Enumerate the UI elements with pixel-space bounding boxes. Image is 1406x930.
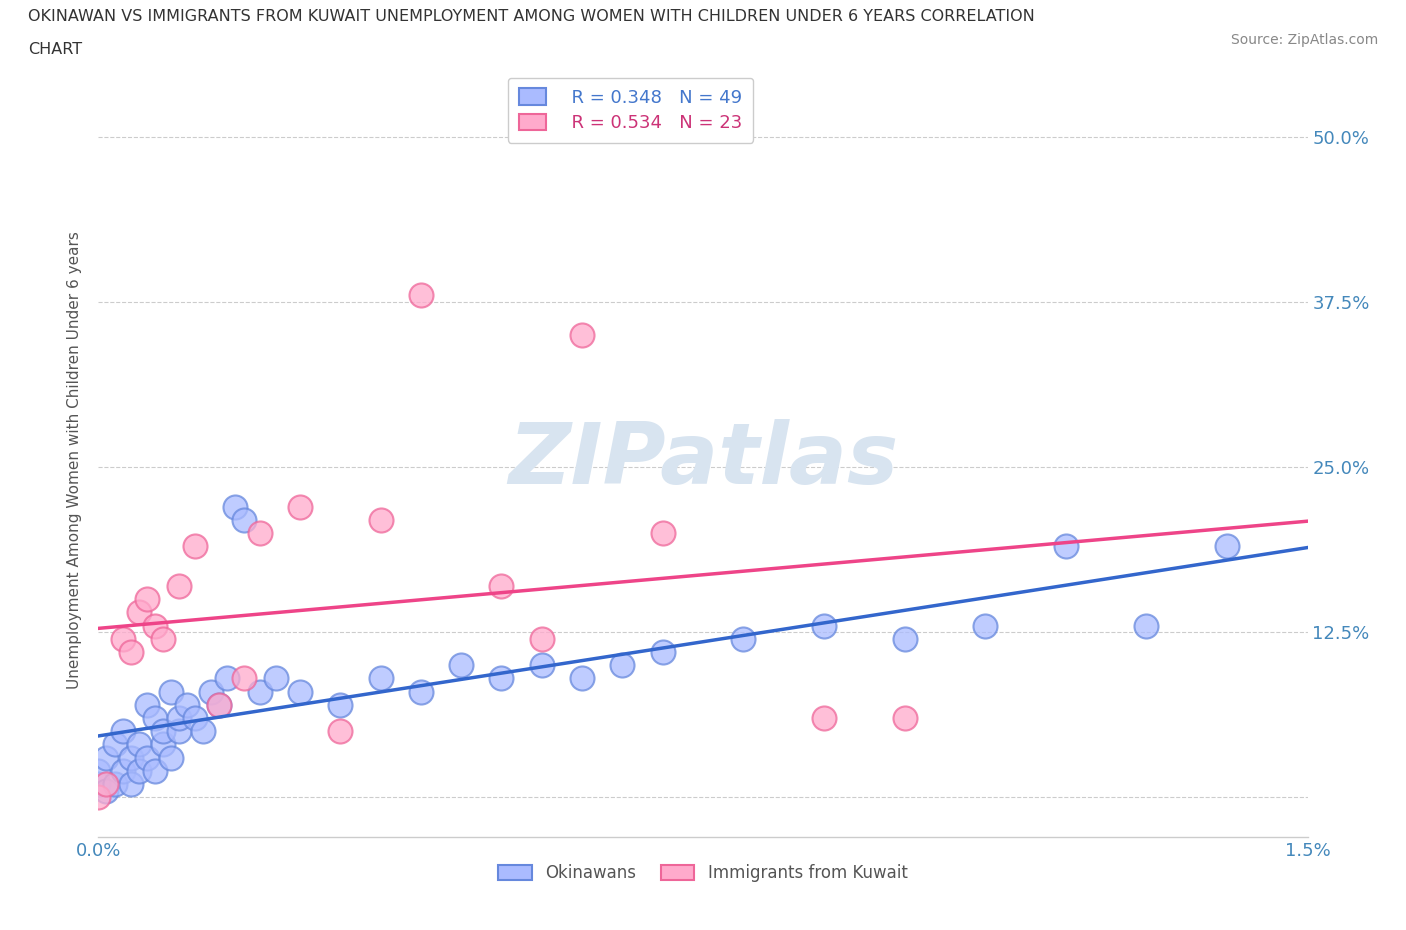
Point bbox=[232, 671, 254, 685]
Point bbox=[813, 711, 835, 725]
Point bbox=[409, 287, 432, 302]
Point bbox=[974, 618, 997, 633]
Point bbox=[143, 711, 166, 725]
Text: CHART: CHART bbox=[28, 42, 82, 57]
Point bbox=[87, 764, 110, 778]
Point bbox=[224, 499, 246, 514]
Point bbox=[217, 671, 239, 685]
Point bbox=[184, 711, 207, 725]
Point bbox=[491, 578, 513, 593]
Point bbox=[733, 631, 755, 646]
Point bbox=[135, 751, 157, 765]
Point bbox=[571, 327, 593, 342]
Legend:   R = 0.348   N = 49,   R = 0.534   N = 23: R = 0.348 N = 49, R = 0.534 N = 23 bbox=[508, 78, 754, 143]
Point bbox=[232, 512, 254, 527]
Point bbox=[152, 724, 174, 738]
Point bbox=[893, 711, 915, 725]
Point bbox=[651, 525, 673, 540]
Point bbox=[96, 751, 118, 765]
Point bbox=[135, 698, 157, 712]
Point bbox=[167, 578, 190, 593]
Point bbox=[370, 671, 392, 685]
Point bbox=[111, 764, 134, 778]
Point bbox=[120, 777, 142, 791]
Point bbox=[1054, 538, 1077, 553]
Point bbox=[264, 671, 287, 685]
Point bbox=[167, 711, 190, 725]
Point bbox=[111, 724, 134, 738]
Text: OKINAWAN VS IMMIGRANTS FROM KUWAIT UNEMPLOYMENT AMONG WOMEN WITH CHILDREN UNDER : OKINAWAN VS IMMIGRANTS FROM KUWAIT UNEMP… bbox=[28, 9, 1035, 24]
Point bbox=[120, 644, 142, 659]
Point bbox=[193, 724, 215, 738]
Point bbox=[288, 499, 311, 514]
Point bbox=[893, 631, 915, 646]
Point bbox=[612, 658, 634, 672]
Point bbox=[128, 604, 150, 619]
Point bbox=[651, 644, 673, 659]
Point bbox=[176, 698, 198, 712]
Point bbox=[370, 512, 392, 527]
Point bbox=[409, 684, 432, 699]
Point bbox=[96, 783, 118, 798]
Point bbox=[200, 684, 222, 699]
Point bbox=[249, 525, 271, 540]
Point bbox=[1216, 538, 1239, 553]
Point bbox=[128, 764, 150, 778]
Point bbox=[184, 538, 207, 553]
Point bbox=[329, 698, 352, 712]
Point bbox=[120, 751, 142, 765]
Point bbox=[329, 724, 352, 738]
Point bbox=[813, 618, 835, 633]
Point bbox=[128, 737, 150, 752]
Point bbox=[152, 631, 174, 646]
Point bbox=[111, 631, 134, 646]
Point bbox=[249, 684, 271, 699]
Point bbox=[96, 777, 118, 791]
Point bbox=[143, 764, 166, 778]
Point bbox=[288, 684, 311, 699]
Point bbox=[491, 671, 513, 685]
Point bbox=[135, 591, 157, 606]
Point bbox=[160, 751, 183, 765]
Point bbox=[103, 737, 125, 752]
Point bbox=[1135, 618, 1157, 633]
Point bbox=[103, 777, 125, 791]
Point bbox=[160, 684, 183, 699]
Text: ZIPatlas: ZIPatlas bbox=[508, 418, 898, 502]
Y-axis label: Unemployment Among Women with Children Under 6 years: Unemployment Among Women with Children U… bbox=[67, 232, 83, 689]
Point bbox=[87, 777, 110, 791]
Text: Source: ZipAtlas.com: Source: ZipAtlas.com bbox=[1230, 33, 1378, 46]
Point bbox=[530, 658, 553, 672]
Point bbox=[87, 790, 110, 804]
Point bbox=[208, 698, 231, 712]
Point bbox=[143, 618, 166, 633]
Point bbox=[530, 631, 553, 646]
Point bbox=[450, 658, 472, 672]
Point bbox=[571, 671, 593, 685]
Point bbox=[152, 737, 174, 752]
Point bbox=[167, 724, 190, 738]
Point bbox=[208, 698, 231, 712]
